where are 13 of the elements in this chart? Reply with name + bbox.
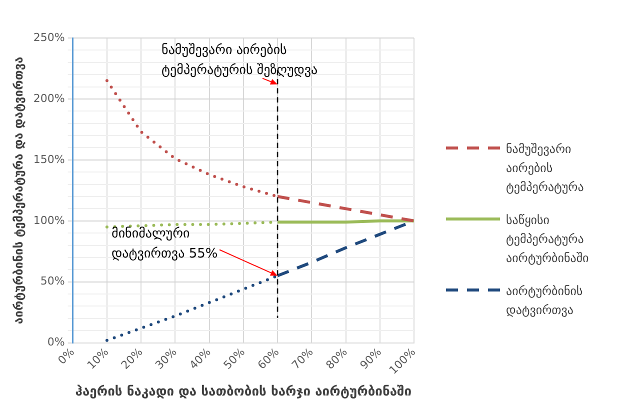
y-tick-label: 50% (40, 274, 65, 288)
annotation: მინიმალური დატვირთვა 55% (112, 226, 218, 262)
legend-label: აირტურბინის დატვირთვა (506, 283, 584, 319)
x-axis-title: ჰაერის ნაკადი და სათბობის ხარჯი აირტურბინაში (75, 384, 412, 400)
legend-label: ნამუშევარი აირების ტემპერატურა (506, 141, 585, 196)
y-tick-label: 100% (33, 214, 65, 227)
annotation: ნამუშევარი აირების ტემპერატურის შეზღუდვა (162, 43, 318, 78)
y-tick-label: 150% (33, 152, 65, 166)
legend-label: საწყისი ტემპერატურა აირტურბინაში (506, 212, 590, 267)
y-tick-label: 250% (33, 30, 65, 44)
y-axis-title: აირტურბინის ტემპერატურა და დატვირთვა (11, 56, 26, 324)
y-tick-label: 0% (47, 336, 65, 349)
y-tick-label: 200% (33, 92, 65, 105)
